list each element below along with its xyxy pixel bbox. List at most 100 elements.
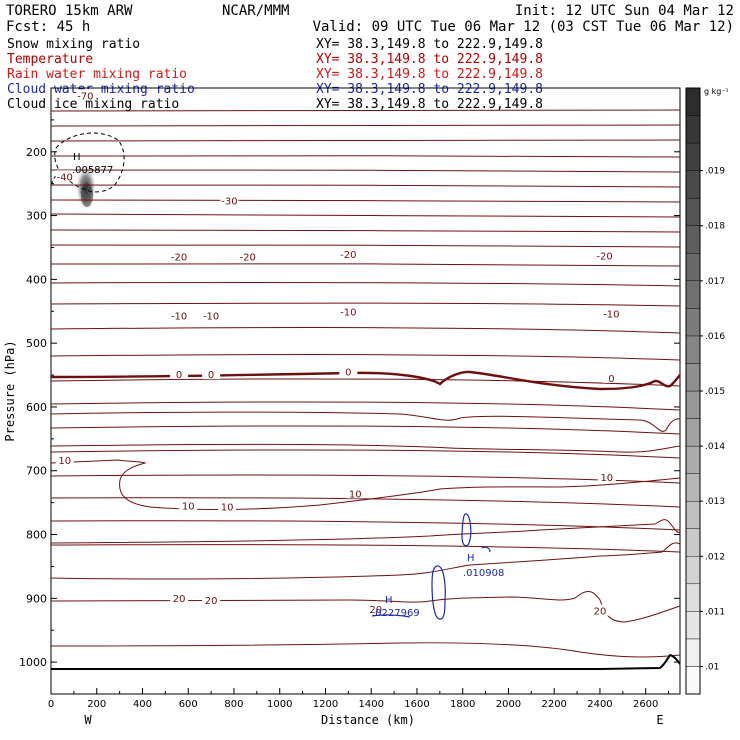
snow-max-marker: H xyxy=(73,152,81,163)
isotherm-line xyxy=(50,109,681,112)
isotherm-label-bg xyxy=(170,309,189,321)
field-xy: XY= 38.3,149.8 to 222.9,149.8 xyxy=(316,37,543,52)
temperature-labels: -70 -40 -30 -20 -20 -20 -20 -10 -10 -10 -10 0 0 0 0 10 1… xyxy=(55,89,621,618)
isotherm-line xyxy=(50,449,681,459)
snow-shading-core xyxy=(81,183,93,207)
isotherm-label-bg xyxy=(366,602,385,614)
isotherm-label-bg xyxy=(339,305,358,317)
isotherm-label: 0 xyxy=(345,368,351,379)
isotherm-line xyxy=(50,544,681,553)
field-legend: Snow mixing ratio XY= 38.3,149.8 to 222.… xyxy=(7,37,543,112)
isotherm-label: 10 xyxy=(182,501,195,512)
colorbar-swatch xyxy=(685,666,701,695)
isotherm-label-bg xyxy=(170,591,189,603)
field-xy: XY= 38.3,149.8 to 222.9,149.8 xyxy=(316,67,543,82)
colorbar-swatch xyxy=(685,170,701,199)
plot-frame xyxy=(50,87,681,695)
colorbar-swatches xyxy=(685,87,701,695)
y-axis-title: Pressure (hPa) xyxy=(3,340,17,441)
colorbar-tick-label: .017 xyxy=(705,277,725,287)
colorbar-swatch xyxy=(685,583,701,612)
field-name: Rain water mixing ratio xyxy=(7,67,187,82)
axis-titles: Distance (km) Pressure (hPa) W E xyxy=(3,340,664,727)
isotherm-label-bg xyxy=(55,454,74,466)
isotherm-line xyxy=(50,199,681,203)
isotherm-line xyxy=(50,401,681,411)
isotherm-label-bg xyxy=(76,89,95,101)
isotherm-label: -10 xyxy=(171,311,187,322)
isotherm-label: -70 xyxy=(77,91,93,102)
colorbar-swatch xyxy=(685,115,701,144)
isotherm-label: 0 xyxy=(176,370,182,381)
isotherm-label-bg xyxy=(202,593,221,605)
colorbar-swatch xyxy=(685,473,701,502)
colorbar-swatch xyxy=(685,528,701,557)
isotherm-label-bg xyxy=(202,309,221,321)
isotherm-line xyxy=(50,542,681,580)
isotherm-label-bg xyxy=(595,249,614,261)
x-tick-label: 800 xyxy=(224,699,243,710)
x-axis: 0 200 400 600 800 1000 1200 1400 1600 1800 2000 220… xyxy=(48,688,670,710)
isotherm-label: 10 xyxy=(349,489,362,500)
cloud-water-maxima: H .010908 H .0227969 xyxy=(372,553,504,619)
isotherm-line xyxy=(50,354,681,361)
terrain-line xyxy=(51,653,681,670)
isotherm-label: -10 xyxy=(203,311,219,322)
isotherm-line xyxy=(50,139,681,142)
isotherm-line xyxy=(50,591,681,623)
isotherm-label-bg xyxy=(170,250,189,262)
cloud-max-value: .0227969 xyxy=(372,608,420,619)
isotherm-line xyxy=(50,302,681,307)
isotherm-line xyxy=(50,229,681,233)
isotherm-label: -20 xyxy=(596,251,612,262)
isotherm-label-bg xyxy=(179,499,198,511)
x-tick-label: 2000 xyxy=(496,699,521,710)
y-tick-label: 300 xyxy=(26,210,47,223)
isotherm-line xyxy=(50,124,681,127)
colorbar-swatch xyxy=(685,390,701,419)
plot-area: 0 200 400 600 800 1000 1200 1400 1600 1800 2000 220… xyxy=(3,87,681,727)
colorbar-swatch xyxy=(685,225,701,254)
isotherm-label-bg xyxy=(218,500,237,512)
isotherm-label-bg xyxy=(602,307,621,319)
init-time: Init: 12 UTC Sun 04 Mar 12 xyxy=(515,3,734,19)
x-tick-label: 1800 xyxy=(450,699,475,710)
isotherm-line xyxy=(50,169,681,173)
header: TORERO 15km ARW NCAR/MMM Init: 12 UTC Su… xyxy=(6,3,734,35)
colorbar-swatch xyxy=(685,87,701,116)
colorbar-tick-label: .015 xyxy=(705,387,725,397)
field-xy: XY= 38.3,149.8 to 222.9,149.8 xyxy=(316,82,543,97)
isotherm-line xyxy=(50,497,681,508)
isotherm-line xyxy=(50,281,681,287)
colorbar-swatch xyxy=(685,308,701,337)
colorbar-swatch xyxy=(685,611,701,640)
colorbar-tick-label: .012 xyxy=(705,552,725,562)
isotherm-label-bg xyxy=(597,470,616,482)
field-name: Temperature xyxy=(7,52,93,67)
colorbar-swatch xyxy=(685,253,701,282)
isotherm-label: 0 xyxy=(608,374,614,385)
east-label: E xyxy=(656,713,663,727)
isotherm-label-bg xyxy=(339,248,358,260)
isotherm-line-zero xyxy=(50,370,681,391)
field-row-cloud-water: Cloud water mixing ratio XY= 38.3,149.8 … xyxy=(7,82,543,97)
colorbar-tick-label: .016 xyxy=(705,332,725,342)
y-tick-label: 600 xyxy=(26,401,47,414)
field-xy: XY= 38.3,149.8 to 222.9,149.8 xyxy=(316,52,543,67)
colorbar-swatch xyxy=(685,335,701,364)
temperature-contours xyxy=(50,109,681,658)
x-tick-label: 2400 xyxy=(587,699,612,710)
y-tick-label: 700 xyxy=(26,465,47,478)
isotherm-label-bg xyxy=(602,371,621,383)
isotherm-line xyxy=(50,411,681,432)
cloud-max-marker: H xyxy=(467,553,475,564)
isotherm-label-bg xyxy=(220,194,239,206)
y-tick-label: 900 xyxy=(26,592,47,605)
isotherm-label-bg xyxy=(590,604,609,616)
isotherm-label-bg xyxy=(202,368,221,380)
isotherm-label: 10 xyxy=(58,456,71,467)
isotherm-line xyxy=(50,425,681,435)
isotherm-line xyxy=(50,213,681,218)
x-tick-label: 600 xyxy=(179,699,198,710)
